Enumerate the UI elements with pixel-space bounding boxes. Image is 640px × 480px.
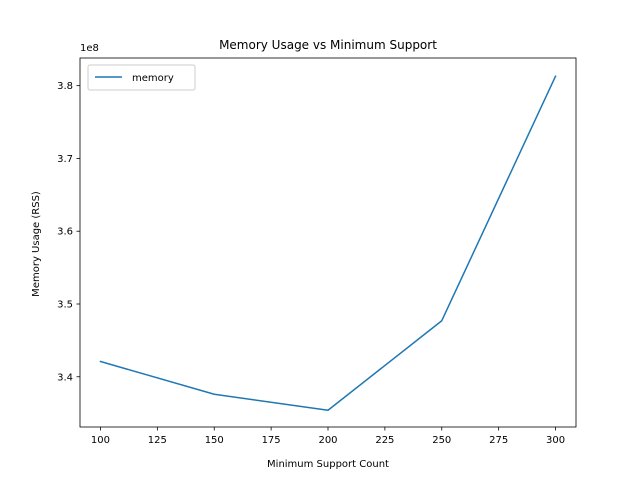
legend-label-memory: memory [132,73,174,84]
plot-area: 100 125 150 175 200 225 250 275 300 3.4 3.5 3.6 3.7 3… [57,57,577,446]
legend-box [87,64,196,91]
y-tick-label: 3.6 [57,227,73,238]
x-tick-label: 200 [318,435,337,446]
x-tick-label: 175 [262,435,281,446]
legend: memory [87,64,196,91]
x-tick-label: 100 [91,435,110,446]
y-tick-label: 3.8 [57,81,73,92]
chart-title: Memory Usage vs Minimum Support [219,38,437,52]
x-tick-label: 250 [432,435,451,446]
x-tick-label: 125 [148,435,167,446]
x-tick-label: 150 [205,435,224,446]
x-tick-label: 275 [489,435,508,446]
y-tick-label: 3.4 [57,372,73,383]
x-tick-label: 225 [375,435,394,446]
series-line-memory [99,75,557,412]
y-tick-label: 3.7 [57,154,73,165]
x-axis-label: Minimum Support Count [267,459,389,470]
y-offset-label: 1e8 [80,43,99,54]
y-tick-label: 3.5 [57,300,73,311]
x-tick-label: 300 [546,435,565,446]
y-axis-label: Memory Usage (RSS) [31,191,42,297]
